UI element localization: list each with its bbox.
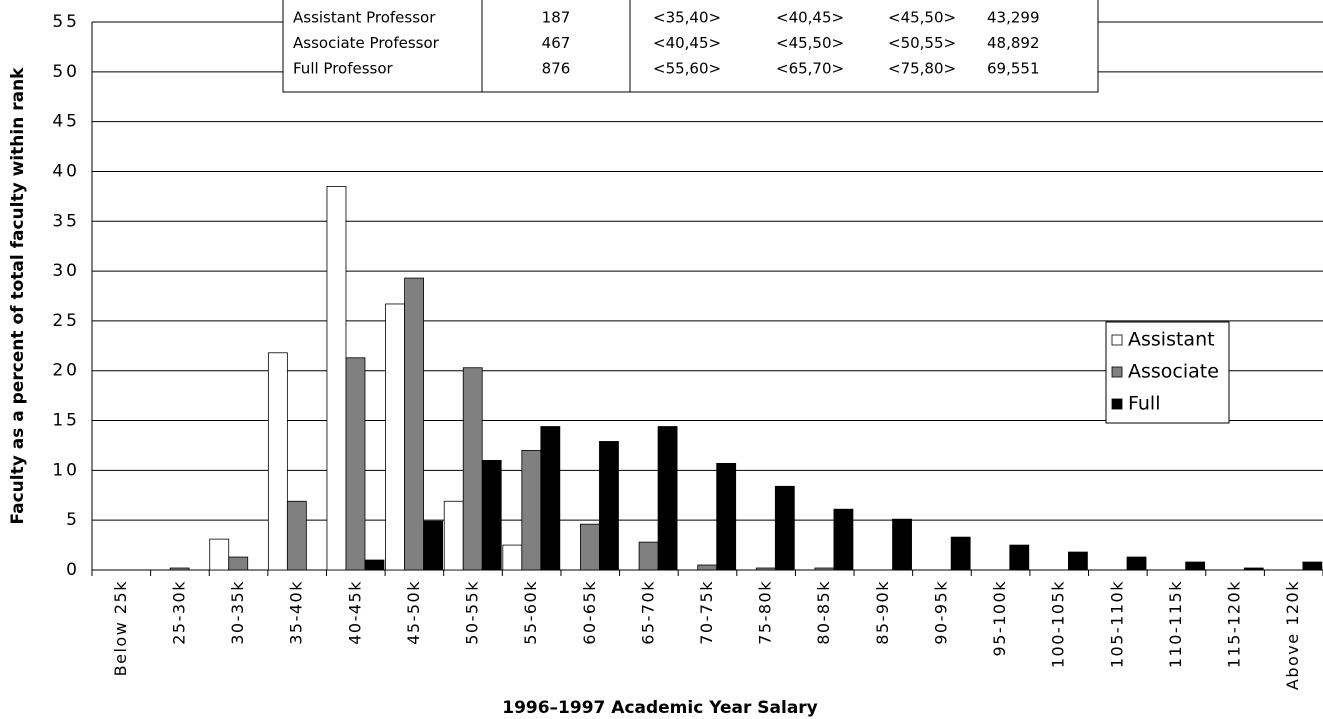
bar <box>404 277 424 571</box>
table-cell: <45,50> <box>888 9 956 27</box>
table-cell: Full Professor <box>293 60 394 78</box>
bar <box>1243 567 1264 571</box>
table-cell: 43,299 <box>987 9 1040 27</box>
y-tick-label: 5 <box>66 510 80 530</box>
x-tick-label: 100-105k <box>1049 580 1068 668</box>
table-cell: <40,45> <box>653 34 721 52</box>
x-tick-label: 75-80k <box>756 580 775 645</box>
bar <box>1126 556 1147 571</box>
bar <box>502 544 523 571</box>
bar <box>481 459 502 571</box>
x-tick-label: 90-95k <box>931 580 950 645</box>
bar <box>228 556 249 571</box>
x-tick-label: 80-85k <box>814 580 833 645</box>
x-tick-label: 95-100k <box>990 580 1009 656</box>
x-tick-label: 35-40k <box>287 580 306 645</box>
bar <box>462 367 483 571</box>
table-cell: 467 <box>542 34 571 52</box>
bar <box>364 559 385 571</box>
legend-label: Full <box>1128 393 1161 415</box>
bar <box>385 303 405 571</box>
legend-swatch <box>1111 366 1123 378</box>
x-tick-label: 60-65k <box>580 580 599 645</box>
x-tick-label: 110-115k <box>1166 580 1185 668</box>
bar <box>326 185 347 571</box>
bar <box>833 508 854 571</box>
bar <box>892 518 912 571</box>
x-tick-label: 70-75k <box>697 580 716 645</box>
legend-label: Assistant <box>1128 329 1215 351</box>
x-axis-title: 1996–1997 Academic Year Salary <box>502 698 818 718</box>
y-tick-label: 45 <box>52 112 80 132</box>
bar <box>638 541 659 571</box>
table-cell: <45,50> <box>776 34 844 52</box>
legend-swatch <box>1111 398 1123 410</box>
bar <box>1302 561 1323 571</box>
bar <box>774 485 795 571</box>
bar <box>755 567 776 571</box>
bar <box>423 520 443 571</box>
legend-swatch <box>1111 334 1123 346</box>
bar <box>814 567 835 571</box>
table-box <box>282 0 1099 93</box>
x-tick-label: 25-30k <box>169 580 188 645</box>
bar <box>599 441 619 571</box>
x-tick-label: 55-60k <box>521 580 540 645</box>
x-tick-label: 30-35k <box>228 580 247 645</box>
y-tick-label: 30 <box>52 261 80 281</box>
bar <box>521 450 542 571</box>
legend-label: Associate <box>1128 361 1219 383</box>
table-cell: <55,60> <box>653 60 721 78</box>
y-axis-title: Faculty as a percent of total faculty wi… <box>8 67 28 525</box>
y-tick-label: 35 <box>52 211 80 231</box>
x-tick-label: 105-110k <box>1107 580 1126 668</box>
y-tick-label: 40 <box>52 161 80 181</box>
y-tick-label: 10 <box>52 460 80 480</box>
y-tick-label: 20 <box>52 361 80 381</box>
bar <box>657 426 678 571</box>
table-cell: <35,40> <box>653 9 721 27</box>
bar <box>697 564 718 571</box>
bar <box>1185 561 1206 571</box>
bar <box>716 462 737 571</box>
legend-box <box>1105 321 1230 424</box>
table-cell: 876 <box>542 60 571 78</box>
table-cell: <65,70> <box>776 60 844 78</box>
bar <box>267 352 288 571</box>
bar <box>286 500 307 571</box>
y-tick-label: 55 <box>52 12 80 32</box>
table-cell: Assistant Professor <box>293 9 436 27</box>
bar <box>209 538 230 571</box>
table-cell: <75,80> <box>888 60 956 78</box>
x-tick-label: 115-120k <box>1225 580 1244 668</box>
y-tick-label: 25 <box>52 311 80 331</box>
bar <box>1009 544 1030 571</box>
bar <box>1068 551 1088 571</box>
table-cell: <40,45> <box>776 9 844 27</box>
x-tick-label: 40-45k <box>345 580 364 645</box>
table-cell: <50,55> <box>888 34 956 52</box>
x-tick-label: 85-90k <box>873 580 892 645</box>
table-cell: 48,892 <box>987 34 1040 52</box>
x-tick-label: 65-70k <box>638 580 657 645</box>
bar <box>443 500 464 571</box>
y-tick-label: 0 <box>66 560 80 580</box>
bar <box>345 357 366 571</box>
y-tick-label: 50 <box>52 62 80 82</box>
x-tick-label: 50-55k <box>463 580 482 645</box>
x-tick-label: Below 25k <box>111 580 130 676</box>
bar <box>540 426 561 571</box>
x-tick-label: Above 120k <box>1283 580 1302 690</box>
x-tick-label: 45-50k <box>404 580 423 645</box>
bar <box>169 567 190 571</box>
table-cell: 187 <box>542 9 571 27</box>
bar <box>950 536 971 571</box>
table-cell: Associate Professor <box>293 34 440 52</box>
table-cell: 69,551 <box>987 60 1040 78</box>
bar <box>580 523 600 571</box>
y-tick-label: 15 <box>52 411 80 431</box>
